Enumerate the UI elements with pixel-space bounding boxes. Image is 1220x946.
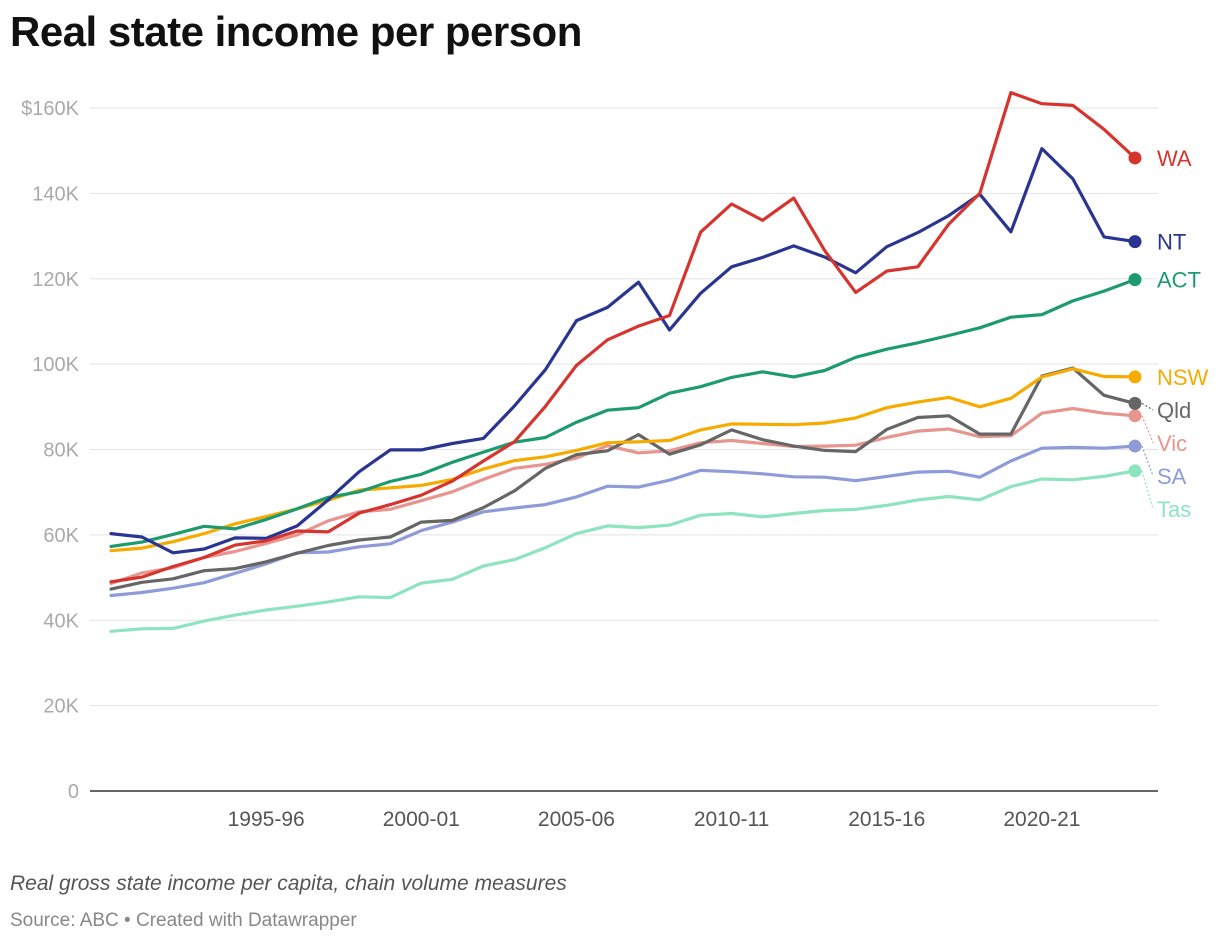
chart-title: Real state income per person — [10, 8, 582, 55]
y-tick-label-80k: 80K — [43, 440, 79, 462]
y-tick-label-160k: $160K — [21, 98, 79, 120]
series-line-act[interactable] — [109, 278, 1137, 549]
x-tick-label-2000-01: 2000-01 — [383, 808, 460, 831]
series-endpoint-act[interactable] — [1128, 273, 1142, 287]
chart-area: 0 20K 40K 60K 80K 100K 120K 140K $160K 1995-96 20… — [21, 90, 1209, 831]
series-label-sa: SA — [1157, 464, 1187, 489]
y-axis-ticks: 0 20K 40K 60K 80K 100K 120K 140K $160K — [21, 98, 79, 803]
series-labels: WA NT ACT NSW Qld Vic SA Tas — [1141, 146, 1209, 522]
y-tick-label-0: 0 — [68, 781, 79, 803]
series-line-qld[interactable] — [109, 366, 1137, 591]
series-endpoint-tas[interactable] — [1128, 464, 1142, 478]
series-label-connector-vic — [1141, 415, 1154, 444]
series-endpoint-nt[interactable] — [1128, 235, 1142, 249]
series-label-connector-sa — [1141, 445, 1154, 477]
chart-source: Source: ABC • Created with Datawrapper — [10, 910, 357, 932]
series-line-tas[interactable] — [109, 469, 1137, 633]
y-tick-label-120k: 120K — [32, 269, 79, 291]
series-endpoint-vic[interactable] — [1128, 409, 1142, 423]
series-label-nsw: NSW — [1157, 365, 1209, 390]
series-line-vic[interactable] — [109, 406, 1137, 586]
series-line-nsw[interactable] — [109, 367, 1137, 553]
series-label-qld: Qld — [1157, 398, 1191, 423]
y-tick-label-40k: 40K — [43, 610, 79, 632]
series-endpoint-nsw[interactable] — [1128, 370, 1142, 384]
series-line-nt[interactable] — [109, 147, 1137, 555]
y-tick-label-20k: 20K — [43, 696, 79, 718]
series-label-connector-qld — [1141, 402, 1154, 411]
y-tick-label-60k: 60K — [43, 525, 79, 547]
x-axis-ticks: 1995-96 2000-01 2005-06 2010-11 2015-16 2020-… — [228, 808, 1081, 831]
series-endpoint-wa[interactable] — [1128, 151, 1142, 165]
y-tick-label-140k: 140K — [32, 183, 79, 205]
datawrapper-credit[interactable]: Created with Datawrapper — [136, 910, 357, 931]
chart-notes: Real gross state income per capita, chai… — [10, 872, 567, 895]
series-label-wa: WA — [1157, 146, 1192, 171]
series-lines — [109, 90, 1142, 633]
source-label[interactable]: Source: ABC — [10, 910, 119, 931]
y-tick-label-100k: 100K — [32, 354, 79, 376]
source-separator: • — [118, 910, 136, 931]
x-tick-label-2015-16: 2015-16 — [848, 808, 925, 831]
x-tick-label-2010-11: 2010-11 — [694, 808, 770, 831]
grid-lines — [90, 107, 1158, 707]
x-tick-label-1995-96: 1995-96 — [228, 808, 305, 831]
series-label-act: ACT — [1157, 268, 1201, 293]
series-label-nt: NT — [1157, 230, 1186, 255]
series-endpoint-sa[interactable] — [1128, 439, 1142, 453]
series-line-wa[interactable] — [109, 90, 1137, 584]
series-endpoint-qld[interactable] — [1128, 396, 1142, 410]
series-label-tas: Tas — [1157, 497, 1191, 522]
x-tick-label-2020-21: 2020-21 — [1003, 808, 1080, 831]
series-label-vic: Vic — [1157, 431, 1187, 456]
x-tick-label-2005-06: 2005-06 — [538, 808, 615, 831]
series-label-connector-tas — [1141, 470, 1154, 510]
